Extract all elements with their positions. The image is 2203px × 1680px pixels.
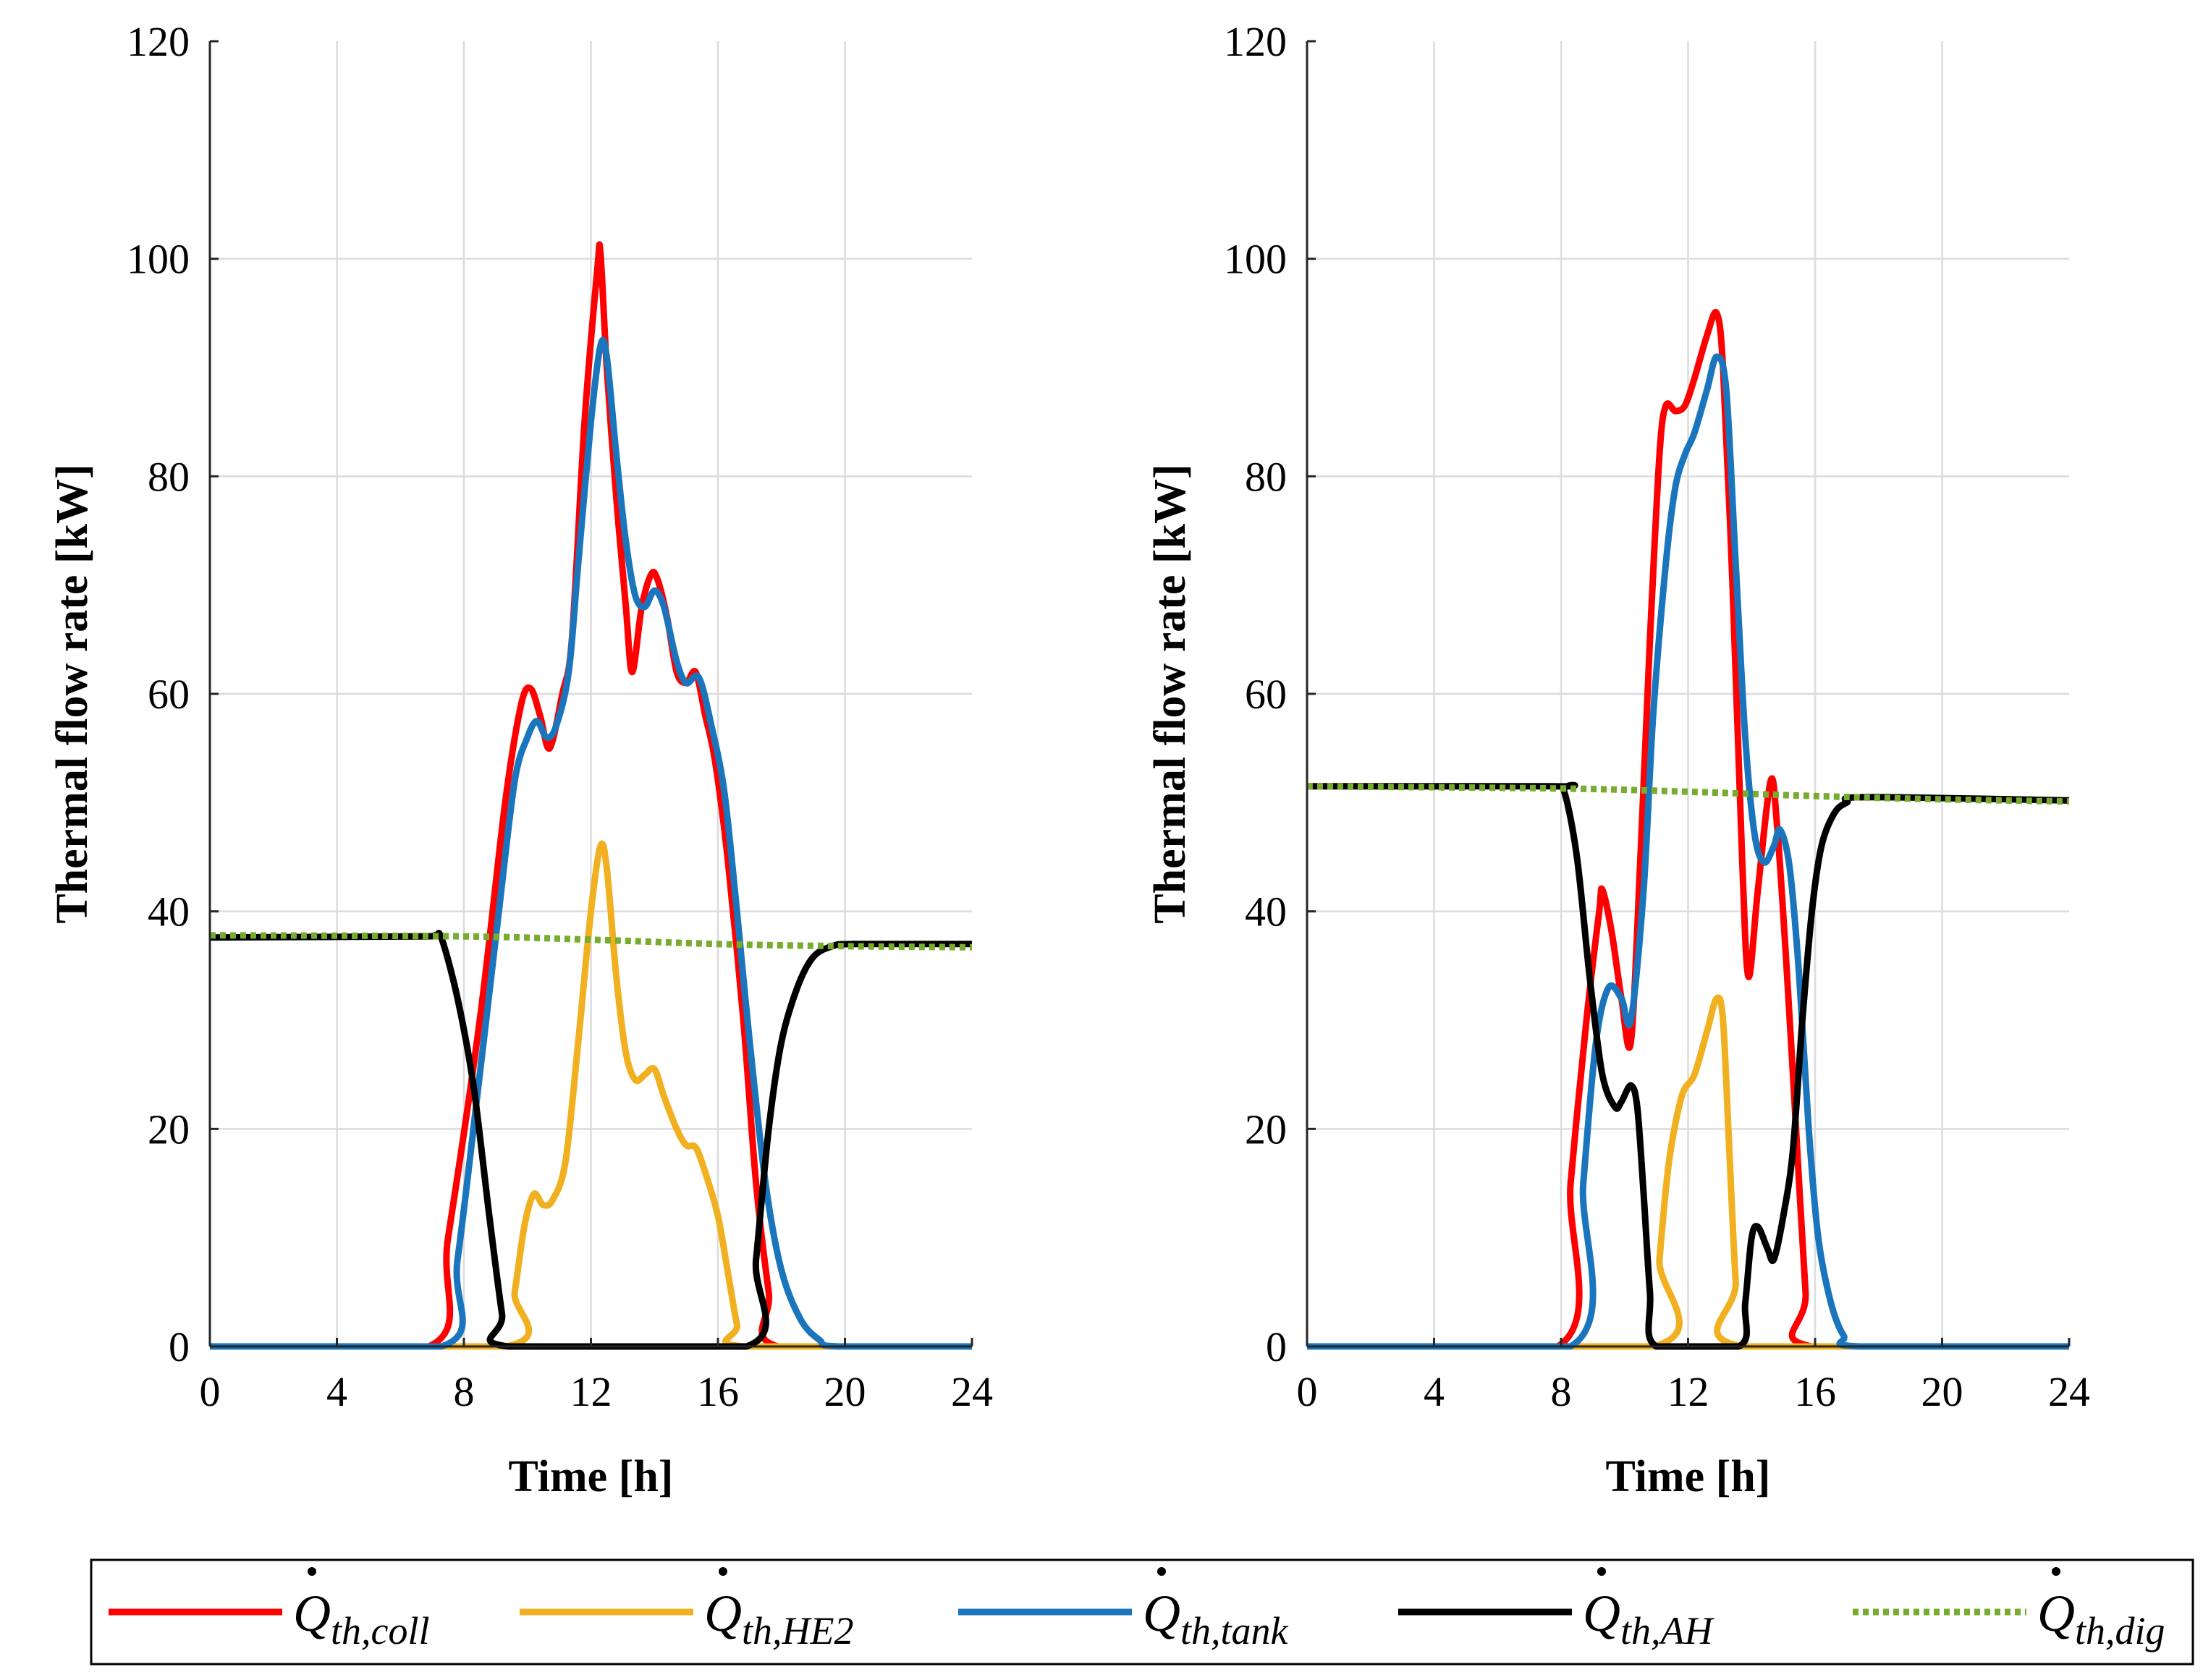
series-line-tank	[1307, 353, 2069, 1350]
series-line-coll	[1307, 308, 2069, 1350]
legend-dot-coll	[308, 1567, 316, 1576]
x-tick-label: 8	[1551, 1368, 1572, 1415]
x-tick-label: 16	[697, 1368, 739, 1415]
x-axis-label: Time [h]	[509, 1452, 674, 1501]
chart-panel-2: 0 4 8 12 16 20 24 0 20 40 60 80 100 120 Time [h] Therma…	[1146, 18, 2090, 1501]
x-tick-label: 0	[1297, 1368, 1318, 1415]
x-tick-label: 24	[2048, 1368, 2090, 1415]
series-line-dig	[210, 932, 972, 951]
x-tick-label: 4	[326, 1368, 347, 1415]
legend-item-AH: Qth,AH	[1398, 1567, 1714, 1653]
legend-item-HE2: Qth,HE2	[520, 1567, 854, 1653]
x-tick-label: 4	[1424, 1368, 1445, 1415]
legend-dot-dig	[2052, 1567, 2060, 1576]
y-tick-label: 100	[127, 236, 190, 283]
x-tick-label: 16	[1794, 1368, 1836, 1415]
x-tick-label: 20	[1921, 1368, 1963, 1415]
legend-label-coll: Qth,coll	[293, 1584, 429, 1653]
legend-label-AH: Qth,AH	[1583, 1584, 1714, 1653]
legend-box	[90, 1558, 2194, 1666]
y-tick-label: 40	[1245, 888, 1287, 936]
series-line-dig	[1307, 783, 2069, 805]
x-tick-label: 0	[200, 1368, 221, 1415]
gridlines	[210, 41, 972, 1346]
y-tick-label: 120	[127, 18, 190, 65]
y-axis-label: Thermal flow rate [kW]	[48, 464, 97, 923]
legend-label-HE2: Qth,HE2	[704, 1584, 854, 1653]
chart-panel-1: 0 4 8 12 16 20 24 0 20 40 60 80 100 120 Time [h] Therma…	[48, 18, 993, 1501]
series-line-coll	[210, 241, 972, 1350]
x-tick-label: 20	[824, 1368, 866, 1415]
y-tick-label: 80	[148, 453, 190, 500]
y-tick-label: 40	[148, 888, 190, 936]
series-group	[1307, 308, 2069, 1350]
legend: Qth,coll Qth,HE2 Qth,tank Qth,AH Qth,dig	[90, 1558, 2194, 1666]
x-tick-label: 24	[951, 1368, 993, 1415]
legend-item-tank: Qth,tank	[958, 1567, 1289, 1653]
y-tick-label: 120	[1224, 18, 1287, 65]
series-line-HE2	[1307, 994, 2069, 1350]
y-tick-label: 20	[148, 1106, 190, 1153]
legend-label-tank: Qth,tank	[1143, 1584, 1289, 1653]
y-tick-label: 0	[1266, 1323, 1287, 1370]
gridlines	[1307, 41, 2069, 1346]
y-tick-label: 0	[169, 1323, 190, 1370]
x-tick-label: 8	[454, 1368, 475, 1415]
y-tick-label: 100	[1224, 236, 1287, 283]
legend-items: Qth,coll Qth,HE2 Qth,tank Qth,AH Qth,dig	[109, 1567, 2165, 1653]
legend-item-coll: Qth,coll	[109, 1567, 429, 1653]
legend-label-dig: Qth,dig	[2037, 1584, 2165, 1653]
y-tick-label: 60	[148, 671, 190, 718]
series-line-HE2	[210, 840, 972, 1350]
y-tick-label: 20	[1245, 1106, 1287, 1153]
legend-item-dig: Qth,dig	[1853, 1567, 2165, 1653]
legend-dot-AH	[1597, 1567, 1606, 1576]
y-tick-label: 60	[1245, 671, 1287, 718]
x-axis-label: Time [h]	[1606, 1452, 1771, 1501]
y-tick-label: 80	[1245, 453, 1287, 500]
y-axis-label: Thermal flow rate [kW]	[1146, 464, 1195, 923]
legend-dot-tank	[1157, 1567, 1166, 1576]
x-tick-label: 12	[570, 1368, 612, 1415]
x-tick-label: 12	[1667, 1368, 1709, 1415]
legend-dot-HE2	[719, 1567, 727, 1576]
series-line-tank	[210, 336, 972, 1350]
